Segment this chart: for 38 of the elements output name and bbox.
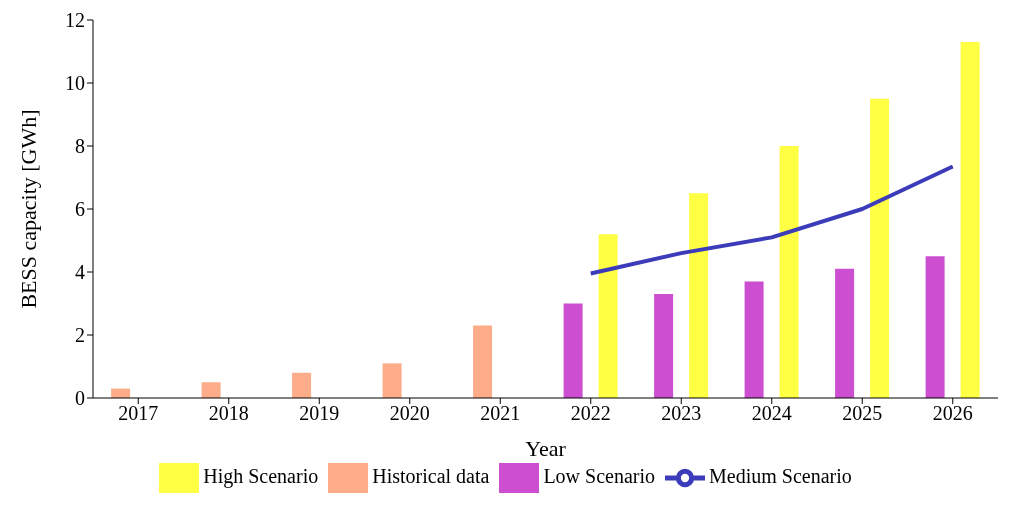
x-tick-label: 2020	[389, 402, 430, 425]
x-tick-label: 2018	[208, 402, 249, 425]
bar	[870, 98, 890, 398]
bar	[654, 294, 674, 398]
bar	[201, 382, 221, 398]
bar	[925, 256, 945, 398]
legend-label: Historical data	[372, 464, 490, 487]
y-tick-label: 12	[65, 9, 85, 32]
bar	[689, 193, 709, 398]
line-series	[588, 164, 955, 276]
y-tick-label: 8	[75, 135, 85, 158]
bar	[292, 372, 312, 398]
bar	[835, 268, 855, 398]
y-tick-label: 2	[75, 324, 85, 347]
y-tick-label: 10	[65, 72, 85, 95]
x-tick-label: 2017	[118, 402, 159, 425]
x-axis-title: Year	[525, 436, 567, 461]
legend-label: High Scenario	[203, 464, 319, 487]
bar	[744, 281, 764, 398]
y-tick-label: 0	[75, 387, 85, 410]
bar	[382, 363, 402, 398]
y-tick-label: 4	[75, 261, 85, 284]
bar	[960, 42, 980, 398]
legend-label: Medium Scenario	[709, 464, 852, 487]
x-tick-label: 2019	[299, 402, 340, 425]
x-tick-label: 2026	[932, 402, 973, 425]
x-tick-label: 2025	[842, 402, 883, 425]
legend-label: Low Scenario	[543, 464, 656, 487]
y-tick-label: 6	[75, 198, 85, 221]
x-tick-label: 2023	[661, 402, 702, 425]
bar	[779, 146, 799, 398]
x-tick-label: 2024	[751, 402, 792, 425]
bar	[473, 325, 493, 398]
y-axis-title: BESS capacity [GWh]	[15, 109, 41, 309]
bar	[598, 234, 618, 398]
x-tick-label: 2021	[480, 402, 521, 425]
x-tick-label: 2022	[570, 402, 611, 425]
bar	[563, 303, 583, 398]
